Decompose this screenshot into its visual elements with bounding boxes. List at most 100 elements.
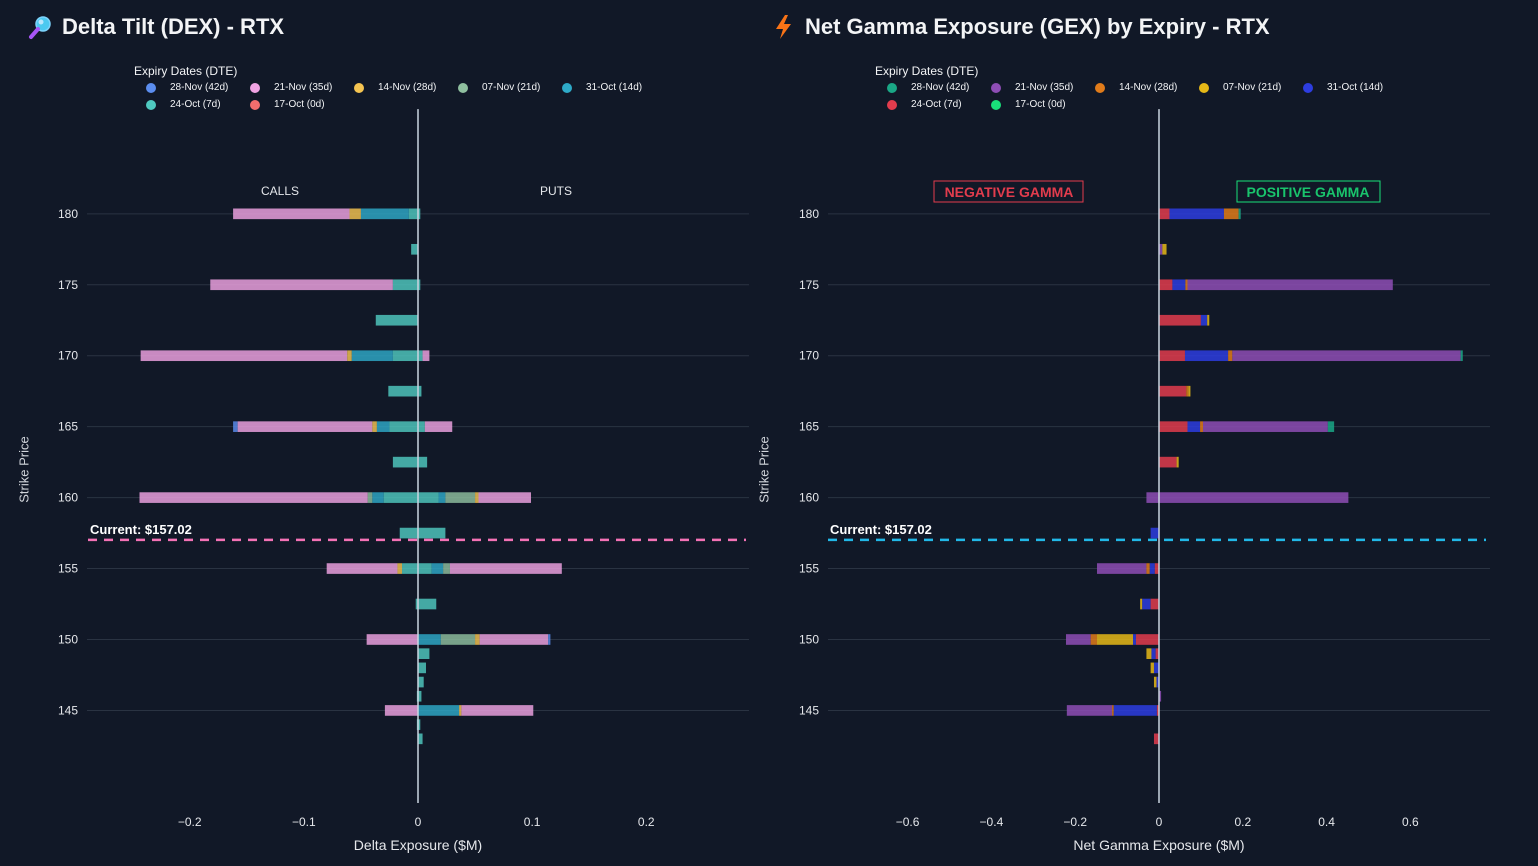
legend-item[interactable]: 07-Nov (21d) bbox=[1199, 82, 1303, 93]
bar-segment[interactable] bbox=[1154, 563, 1159, 574]
bar-segment[interactable] bbox=[1187, 279, 1393, 291]
bar-segment[interactable] bbox=[1150, 527, 1159, 539]
bar-segment[interactable] bbox=[438, 492, 446, 503]
bar-segment[interactable] bbox=[1096, 634, 1134, 645]
bar-segment[interactable] bbox=[1090, 634, 1097, 645]
legend-item[interactable]: 31-Oct (14d) bbox=[562, 82, 666, 93]
bar-segment[interactable] bbox=[1150, 598, 1159, 610]
legend-item[interactable]: 14-Nov (28d) bbox=[1095, 82, 1199, 93]
bar-segment[interactable] bbox=[416, 690, 422, 702]
bar-segment[interactable] bbox=[408, 208, 421, 220]
bar-segment[interactable] bbox=[402, 563, 432, 574]
bar-segment[interactable] bbox=[1151, 648, 1156, 660]
bar-segment[interactable] bbox=[1159, 690, 1162, 702]
bar-segment[interactable] bbox=[1188, 385, 1191, 397]
bar-segment[interactable] bbox=[349, 208, 361, 220]
bar-segment[interactable] bbox=[418, 676, 424, 688]
bar-segment[interactable] bbox=[418, 634, 441, 645]
bar-segment[interactable] bbox=[1159, 314, 1201, 326]
bar-segment[interactable] bbox=[424, 421, 453, 432]
bar-segment[interactable] bbox=[1153, 662, 1159, 674]
bar-segment[interactable] bbox=[233, 208, 350, 220]
bar-segment[interactable] bbox=[1327, 421, 1335, 432]
bar-segment[interactable] bbox=[1159, 279, 1173, 291]
bar-segment[interactable] bbox=[1238, 208, 1241, 220]
bar-segment[interactable] bbox=[397, 563, 403, 574]
bar-segment[interactable] bbox=[1232, 350, 1461, 362]
bar-segment[interactable] bbox=[367, 492, 373, 503]
bar-segment[interactable] bbox=[1140, 598, 1143, 610]
bar-segment[interactable] bbox=[415, 598, 437, 610]
legend-item[interactable]: 31-Oct (14d) bbox=[1303, 82, 1407, 93]
bar-segment[interactable] bbox=[384, 705, 418, 716]
bar-segment[interactable] bbox=[389, 421, 425, 432]
legend-item[interactable]: 21-Nov (35d) bbox=[991, 82, 1095, 93]
bar-segment[interactable] bbox=[1172, 279, 1186, 291]
bar-segment[interactable] bbox=[422, 350, 430, 362]
bar-segment[interactable] bbox=[1186, 385, 1189, 397]
bar-segment[interactable] bbox=[1153, 676, 1157, 688]
bar-segment[interactable] bbox=[1460, 350, 1463, 362]
bar-segment[interactable] bbox=[479, 634, 549, 645]
bar-segment[interactable] bbox=[1162, 243, 1167, 255]
bar-segment[interactable] bbox=[1113, 705, 1157, 716]
bar-segment[interactable] bbox=[366, 634, 418, 645]
bar-segment[interactable] bbox=[418, 662, 426, 674]
bar-segment[interactable] bbox=[1065, 634, 1091, 645]
bar-segment[interactable] bbox=[418, 705, 460, 716]
bar-segment[interactable] bbox=[1146, 563, 1150, 574]
bar-segment[interactable] bbox=[1187, 421, 1201, 432]
bar-segment[interactable] bbox=[347, 350, 352, 362]
bar-segment[interactable] bbox=[1146, 648, 1152, 660]
bar-segment[interactable] bbox=[237, 421, 373, 432]
bar-segment[interactable] bbox=[1150, 662, 1154, 674]
bar-segment[interactable] bbox=[360, 208, 409, 220]
bar-segment[interactable] bbox=[399, 527, 446, 539]
bar-segment[interactable] bbox=[1159, 456, 1177, 468]
legend-item[interactable]: 21-Nov (35d) bbox=[250, 82, 354, 93]
bar-segment[interactable] bbox=[210, 279, 393, 291]
bar-segment[interactable] bbox=[1159, 421, 1188, 432]
bar-segment[interactable] bbox=[376, 421, 390, 432]
bar-segment[interactable] bbox=[1159, 350, 1185, 362]
legend-item[interactable]: 17-Oct (0d) bbox=[991, 99, 1095, 110]
bar-segment[interactable] bbox=[1096, 563, 1147, 574]
bar-segment[interactable] bbox=[449, 563, 562, 574]
bar-segment[interactable] bbox=[1142, 598, 1151, 610]
bar-segment[interactable] bbox=[1156, 705, 1159, 716]
bar-segment[interactable] bbox=[383, 492, 439, 503]
bar-segment[interactable] bbox=[1066, 705, 1113, 716]
bar-segment[interactable] bbox=[445, 492, 476, 503]
bar-segment[interactable] bbox=[418, 648, 430, 660]
bar-segment[interactable] bbox=[1185, 279, 1188, 291]
bar-segment[interactable] bbox=[1159, 385, 1187, 397]
bar-segment[interactable] bbox=[440, 634, 476, 645]
bar-segment[interactable] bbox=[140, 350, 348, 362]
bar-segment[interactable] bbox=[392, 456, 428, 468]
legend-item[interactable]: 07-Nov (21d) bbox=[458, 82, 562, 93]
bar-segment[interactable] bbox=[1200, 314, 1208, 326]
bar-segment[interactable] bbox=[1202, 421, 1328, 432]
bar-segment[interactable] bbox=[1146, 492, 1349, 503]
bar-segment[interactable] bbox=[1135, 634, 1159, 645]
bar-segment[interactable] bbox=[233, 421, 238, 432]
bar-segment[interactable] bbox=[548, 634, 551, 645]
legend-item[interactable]: 14-Nov (28d) bbox=[354, 82, 458, 93]
bar-segment[interactable] bbox=[461, 705, 534, 716]
bar-segment[interactable] bbox=[372, 492, 384, 503]
legend-item[interactable]: 28-Nov (42d) bbox=[887, 82, 991, 93]
bar-segment[interactable] bbox=[375, 314, 418, 326]
bar-segment[interactable] bbox=[1228, 350, 1233, 362]
bar-segment[interactable] bbox=[1112, 705, 1114, 716]
bar-segment[interactable] bbox=[139, 492, 368, 503]
bar-segment[interactable] bbox=[478, 492, 531, 503]
bar-segment[interactable] bbox=[1159, 208, 1170, 220]
bar-segment[interactable] bbox=[1155, 648, 1159, 660]
bar-segment[interactable] bbox=[372, 421, 377, 432]
bar-segment[interactable] bbox=[411, 243, 418, 255]
bar-segment[interactable] bbox=[1200, 421, 1203, 432]
bar-segment[interactable] bbox=[1176, 456, 1179, 468]
bar-segment[interactable] bbox=[1207, 314, 1210, 326]
bar-segment[interactable] bbox=[392, 279, 421, 291]
bar-segment[interactable] bbox=[1153, 733, 1159, 745]
